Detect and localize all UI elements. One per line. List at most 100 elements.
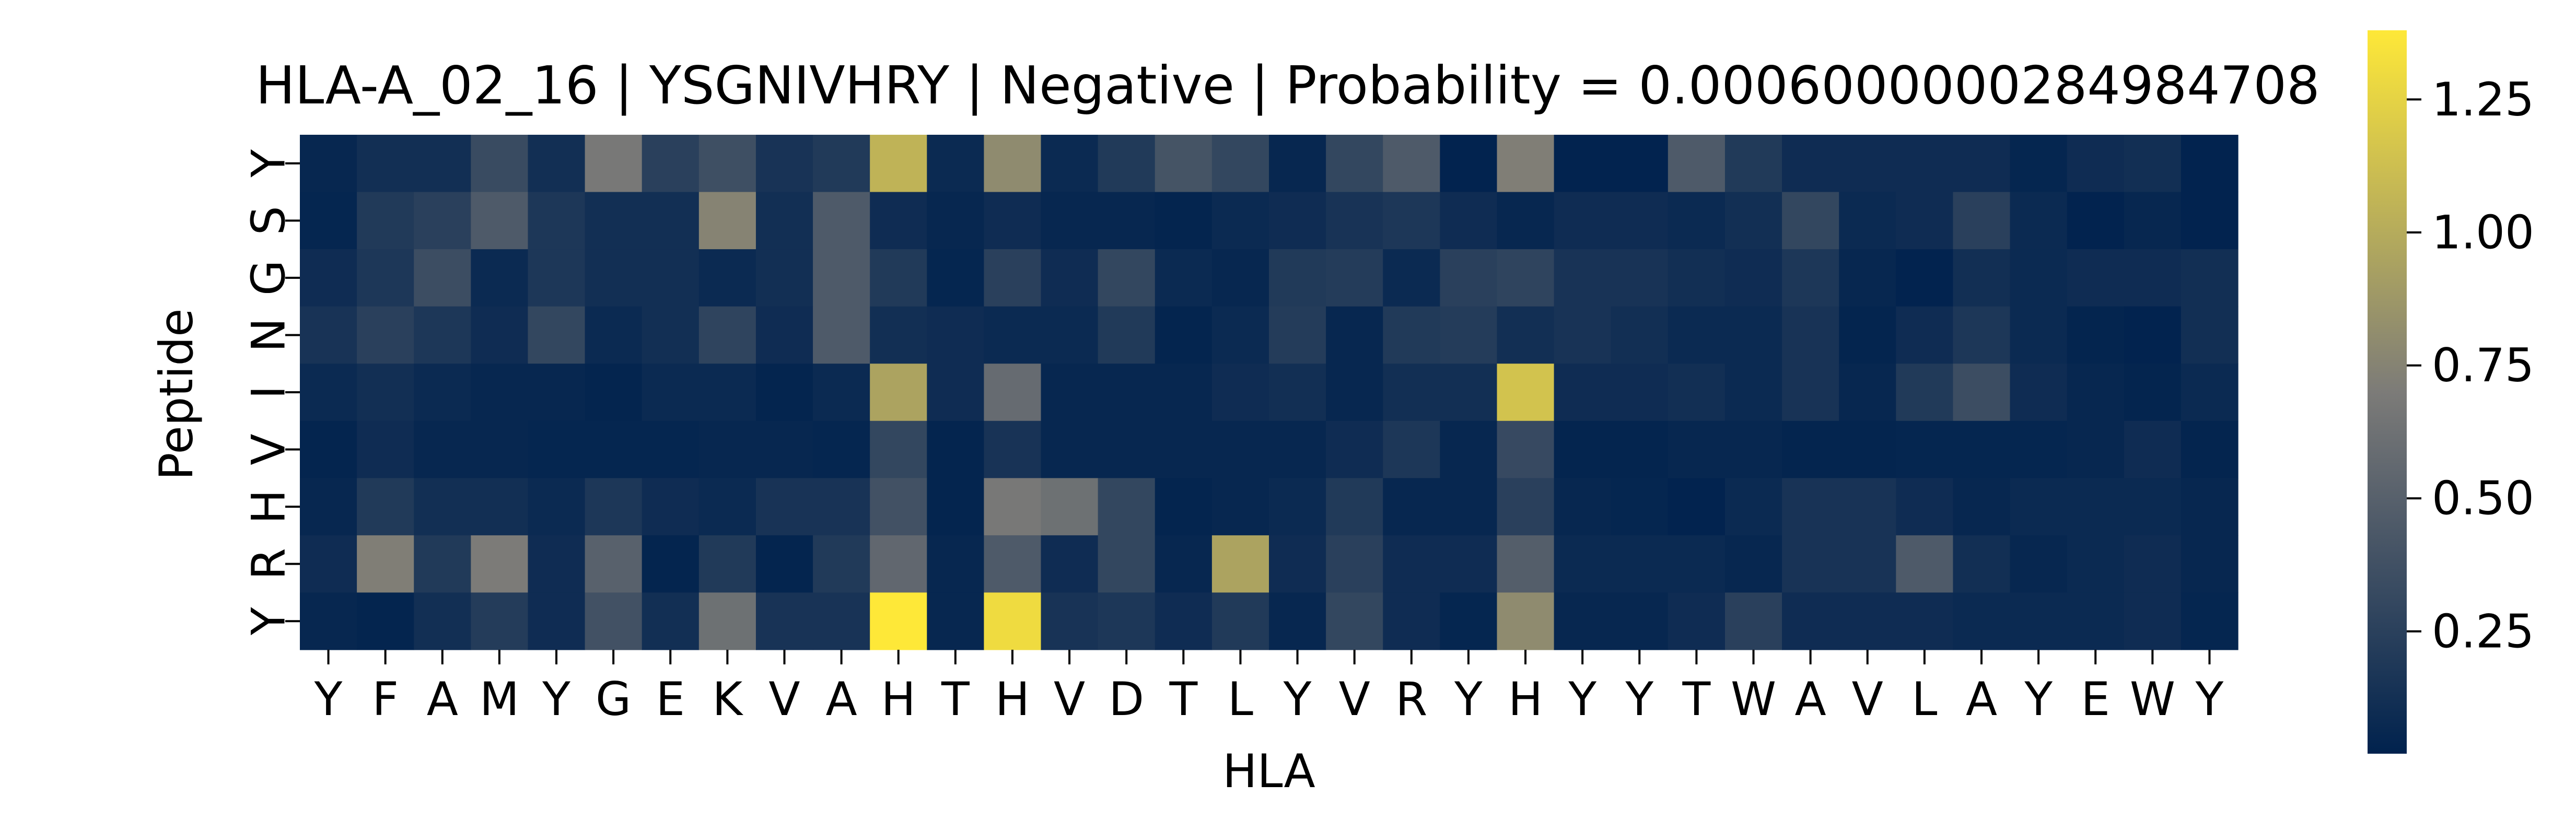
- x-tick-label: V: [1852, 672, 1883, 726]
- heatmap-cell: [357, 478, 414, 536]
- heatmap-cell: [870, 478, 927, 536]
- colorbar-tick-label: 0.25: [2432, 604, 2534, 658]
- x-tick-label: M: [480, 672, 519, 726]
- heatmap-cell: [1098, 306, 1156, 364]
- heatmap-cell: [300, 192, 357, 250]
- heatmap-cell: [2067, 364, 2125, 422]
- y-tick-label: R: [242, 548, 296, 580]
- heatmap-cell: [1383, 135, 1440, 193]
- heatmap-cell: [1155, 478, 1213, 536]
- heatmap-cell: [870, 249, 927, 307]
- heatmap-cell: [300, 478, 357, 536]
- heatmap-cell: [642, 592, 700, 650]
- heatmap-cell: [1326, 420, 1383, 478]
- chart-title: HLA-A_02_16 | YSGNIVHRY | Negative | Pro…: [255, 55, 2319, 116]
- heatmap-cell: [2181, 306, 2239, 364]
- heatmap-cell: [1896, 306, 1954, 364]
- heatmap-cell: [698, 420, 756, 478]
- y-tick-label: V: [242, 434, 296, 465]
- heatmap-cell: [357, 420, 414, 478]
- heatmap-cell: [1896, 192, 1954, 250]
- heatmap-cell: [1383, 592, 1440, 650]
- heatmap-cell: [414, 364, 471, 422]
- colorbar-tick-label: 1.25: [2432, 73, 2534, 126]
- heatmap-cell: [1269, 592, 1326, 650]
- heatmap-cell: [1497, 192, 1555, 250]
- heatmap-cell: [1953, 535, 2011, 593]
- heatmap-cell: [1155, 192, 1213, 250]
- heatmap-cell: [1782, 364, 1839, 422]
- heatmap-cell: [1953, 478, 2011, 536]
- heatmap-cell: [1724, 364, 1782, 422]
- heatmap-cell: [1041, 306, 1099, 364]
- heatmap-cell: [528, 478, 586, 536]
- x-tick-label: A: [1966, 672, 1997, 726]
- heatmap-cell: [1326, 364, 1383, 422]
- heatmap-cell: [2010, 420, 2068, 478]
- heatmap-cell: [1839, 306, 1896, 364]
- x-tick-label: R: [1395, 672, 1427, 726]
- heatmap-cell: [2067, 192, 2125, 250]
- heatmap-cell: [1554, 420, 1612, 478]
- heatmap-cell: [1896, 249, 1954, 307]
- heatmap-cell: [1440, 535, 1498, 593]
- heatmap-cell: [755, 135, 813, 193]
- heatmap-cell: [1953, 420, 2011, 478]
- heatmap-cell: [471, 306, 529, 364]
- heatmap-cell: [1211, 249, 1269, 307]
- heatmap-cell: [471, 592, 529, 650]
- x-tick-label: D: [1109, 672, 1144, 726]
- heatmap-cell: [984, 478, 1042, 536]
- x-tick-label: V: [768, 672, 800, 726]
- x-tick-label: Y: [1283, 672, 1312, 726]
- heatmap-cell: [1041, 364, 1099, 422]
- heatmap-cell: [1724, 249, 1782, 307]
- heatmap-cell: [2124, 535, 2182, 593]
- heatmap-cell: [698, 306, 756, 364]
- heatmap-cell: [2010, 535, 2068, 593]
- x-tick-label: V: [1339, 672, 1370, 726]
- x-tick-label: F: [372, 672, 399, 726]
- heatmap-cell: [357, 192, 414, 250]
- heatmap-cell: [2010, 364, 2068, 422]
- heatmap-cell: [1839, 478, 1896, 536]
- heatmap-cell: [357, 306, 414, 364]
- heatmap-cell: [1155, 592, 1213, 650]
- heatmap-cell: [1041, 535, 1099, 593]
- heatmap-cell: [642, 420, 700, 478]
- heatmap-cell: [2067, 135, 2125, 193]
- heatmap-cell: [414, 135, 471, 193]
- x-tick-label: T: [941, 672, 970, 726]
- heatmap-cell: [1269, 364, 1326, 422]
- heatmap-cell: [642, 192, 700, 250]
- heatmap-cell: [357, 249, 414, 307]
- heatmap-cell: [357, 135, 414, 193]
- heatmap-cell: [1383, 478, 1440, 536]
- heatmap-cell: [585, 364, 643, 422]
- heatmap-cell: [471, 249, 529, 307]
- heatmap-cell: [357, 535, 414, 593]
- x-tick-label: H: [881, 672, 916, 726]
- heatmap-cell: [1896, 135, 1954, 193]
- heatmap-cell: [927, 535, 985, 593]
- heatmap-cell: [927, 478, 985, 536]
- heatmap-cell: [642, 249, 700, 307]
- heatmap-cell: [2124, 306, 2182, 364]
- x-tick-label: A: [1795, 672, 1826, 726]
- heatmap-cell: [1782, 420, 1839, 478]
- heatmap-cell: [357, 592, 414, 650]
- heatmap-cell: [1326, 306, 1383, 364]
- heatmap-cell: [984, 592, 1042, 650]
- heatmap-cell: [1724, 478, 1782, 536]
- heatmap-cell: [1098, 535, 1156, 593]
- heatmap-cell: [1611, 420, 1669, 478]
- heatmap-cell: [2181, 135, 2239, 193]
- heatmap-cell: [755, 306, 813, 364]
- heatmap-cell: [1155, 535, 1213, 593]
- heatmap-cell: [1724, 420, 1782, 478]
- heatmap-cell: [2181, 249, 2239, 307]
- heatmap-cell: [300, 135, 357, 193]
- heatmap-cell: [414, 478, 471, 536]
- heatmap-cell: [2181, 478, 2239, 536]
